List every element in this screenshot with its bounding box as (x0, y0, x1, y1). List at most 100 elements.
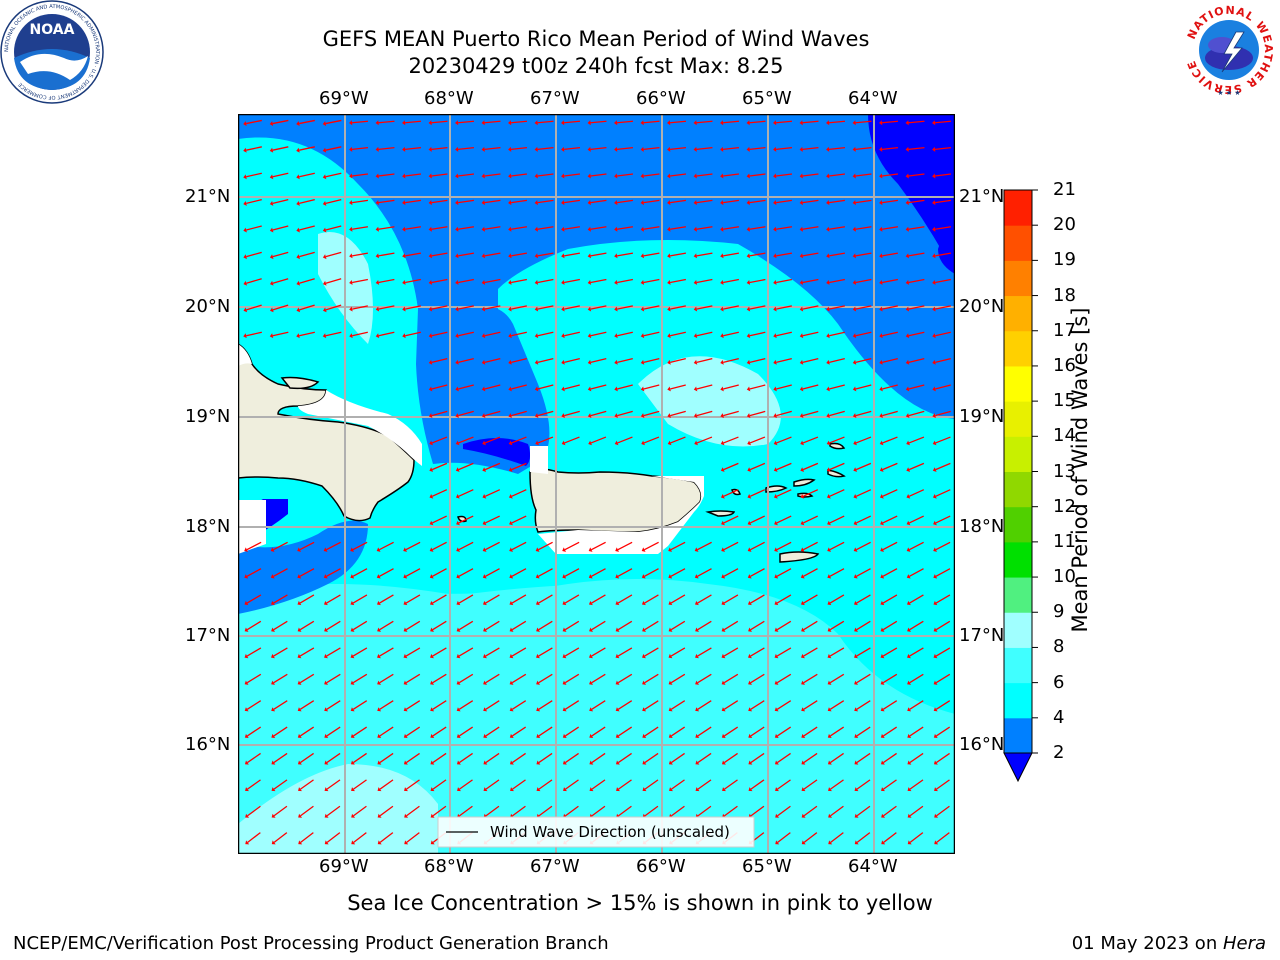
wave-direction-arrow (667, 305, 686, 312)
wave-direction-arrow (640, 252, 660, 259)
wave-direction-arrow (323, 594, 341, 606)
wave-direction-arrow (720, 199, 740, 206)
wave-direction-arrow (854, 647, 871, 659)
wave-direction-arrow (852, 331, 872, 339)
wave-direction-arrow (561, 358, 580, 365)
tortola-land (793, 478, 816, 487)
wave-direction-arrow (880, 568, 898, 579)
wave-direction-arrow (695, 752, 712, 765)
wave-direction-arrow (667, 226, 687, 232)
wave-direction-arrow (907, 700, 924, 712)
wave-direction-arrow (509, 673, 527, 685)
wave-direction-arrow (748, 647, 765, 659)
wave-direction-arrow (773, 358, 792, 365)
wave-direction-arrow (800, 489, 819, 499)
lon-label-bottom-0: 69°W (319, 856, 369, 877)
wave-direction-arrow (852, 146, 872, 152)
noaa-logo-text: NOAA (30, 22, 75, 38)
wave-direction-arrow (615, 673, 633, 685)
wave-direction-arrow (933, 594, 951, 606)
wave-direction-arrow (640, 410, 660, 418)
wave-direction-arrow (510, 779, 526, 792)
wave-direction-arrow (350, 700, 368, 712)
wave-direction-arrow (561, 384, 580, 392)
wave-direction-arrow (879, 278, 898, 285)
wave-direction-arrow (695, 700, 712, 712)
wave-direction-arrow (854, 832, 871, 845)
wave-direction-arrow (746, 226, 766, 232)
tortuga-land (280, 376, 320, 390)
wave-direction-arrow (721, 752, 738, 765)
wave-direction-arrow (508, 305, 527, 312)
wave-direction-arrow (774, 647, 792, 659)
lon-label-top-1: 68°W (424, 88, 474, 109)
wave-direction-arrow (457, 779, 473, 792)
wave-direction-arrow (589, 647, 606, 659)
wave-direction-arrow (799, 146, 819, 152)
wave-direction-arrow (694, 436, 713, 446)
wave-direction-arrow (615, 541, 633, 552)
wave-direction-arrow (879, 146, 899, 152)
colorbar-segment (1004, 612, 1032, 648)
wave-direction-arrow (377, 726, 394, 739)
wave-direction-arrow (775, 779, 791, 792)
wave-direction-arrow (746, 120, 766, 126)
wave-direction-arrow (640, 146, 660, 152)
wave-direction-arrow (667, 173, 687, 179)
colorbar-segment (1004, 577, 1032, 613)
wave-direction-arrow (377, 620, 394, 632)
wave-direction-arrow (932, 331, 951, 339)
wave-direction-arrow (827, 647, 845, 659)
wave-direction-arrow (694, 541, 712, 552)
wave-direction-arrow (350, 620, 368, 632)
wave-direction-arrow (297, 726, 315, 739)
wave-direction-arrow (799, 120, 819, 126)
land-masses (238, 343, 846, 563)
wave-direction-arrow (483, 752, 500, 765)
wave-direction-arrow (906, 568, 924, 579)
wave-direction-arrow (907, 673, 924, 685)
wave-direction-arrow (933, 620, 951, 632)
wave-direction-arrow (455, 436, 474, 446)
colorbar-tick-label: 15 (1053, 390, 1076, 412)
wave-direction-arrow (827, 700, 845, 712)
wave-direction-arrow (667, 146, 687, 152)
wave-direction-arrow (534, 252, 554, 259)
wave-direction-arrow (296, 331, 315, 339)
wave-direction-arrow (907, 726, 924, 739)
wave-direction-arrow (509, 568, 527, 579)
wave-direction-arrow (403, 647, 421, 659)
colorbar-tick-label: 20 (1053, 214, 1076, 236)
wave-direction-arrow (271, 805, 288, 818)
wave-direction-arrow (243, 331, 262, 339)
wave-direction-arrow (800, 462, 819, 472)
wave-direction-arrow (640, 331, 660, 339)
wave-direction-arrow (455, 226, 475, 232)
wave-direction-arrow (801, 726, 818, 739)
wave-direction-arrow (562, 673, 580, 685)
wave-direction-arrow (269, 119, 289, 127)
wave-direction-arrow (934, 832, 950, 845)
colorbar-segment (1004, 401, 1032, 437)
band-8-9-b (638, 356, 781, 447)
wave-direction-arrow (773, 278, 792, 285)
wave-direction-arrow (747, 436, 766, 446)
wave-direction-arrow (483, 673, 500, 685)
wave-direction-arrow (481, 278, 501, 285)
colorbar-segment (1004, 682, 1032, 719)
wave-direction-arrow (375, 278, 395, 285)
colorbar-segment (1004, 190, 1032, 226)
wave-direction-arrow (932, 252, 951, 259)
wave-direction-arrow (375, 331, 395, 339)
nws-logo-icon: NATIONAL WEATHER SERVICE ★ ★ ★ (1178, 0, 1280, 100)
wave-direction-arrow (747, 489, 766, 499)
legend-label: Wind Wave Direction (unscaled) (490, 823, 730, 841)
wave-direction-arrow (534, 305, 554, 312)
wave-direction-arrow (669, 779, 685, 792)
wave-direction-arrow (587, 146, 607, 152)
wave-direction-arrow (271, 752, 288, 765)
wave-direction-arrow (828, 832, 844, 845)
wave-direction-arrow (508, 120, 528, 126)
wave-direction-arrow (455, 278, 474, 285)
wave-direction-arrow (800, 541, 818, 552)
